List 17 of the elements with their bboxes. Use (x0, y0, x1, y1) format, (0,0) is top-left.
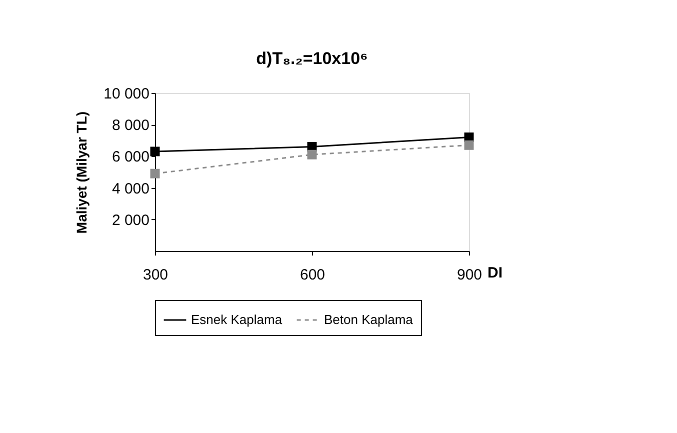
y-tick-label: 2 000 (112, 212, 150, 229)
point (307, 150, 317, 160)
point (464, 140, 474, 150)
y-tick-label: 10 000 (104, 86, 150, 102)
x-axis-title: DI (488, 264, 502, 282)
legend-label: Beton Kaplama (324, 312, 414, 327)
y-axis-title: Maliyet (Milyar TL) (74, 111, 90, 234)
y-tick-label: 4 000 (112, 180, 150, 198)
point (150, 168, 160, 178)
x-tick-label: 900 (456, 266, 482, 284)
x-tick-label: 300 (142, 266, 168, 284)
legend-label: Esnek Kaplama (191, 312, 283, 327)
x-tick-label: 600 (300, 266, 326, 284)
chart-title: d)T₈.₂=10x10⁶ (256, 49, 368, 68)
point (150, 146, 160, 156)
y-tick-label: 8 000 (112, 117, 150, 134)
y-tick-label: 6 000 (112, 148, 150, 166)
